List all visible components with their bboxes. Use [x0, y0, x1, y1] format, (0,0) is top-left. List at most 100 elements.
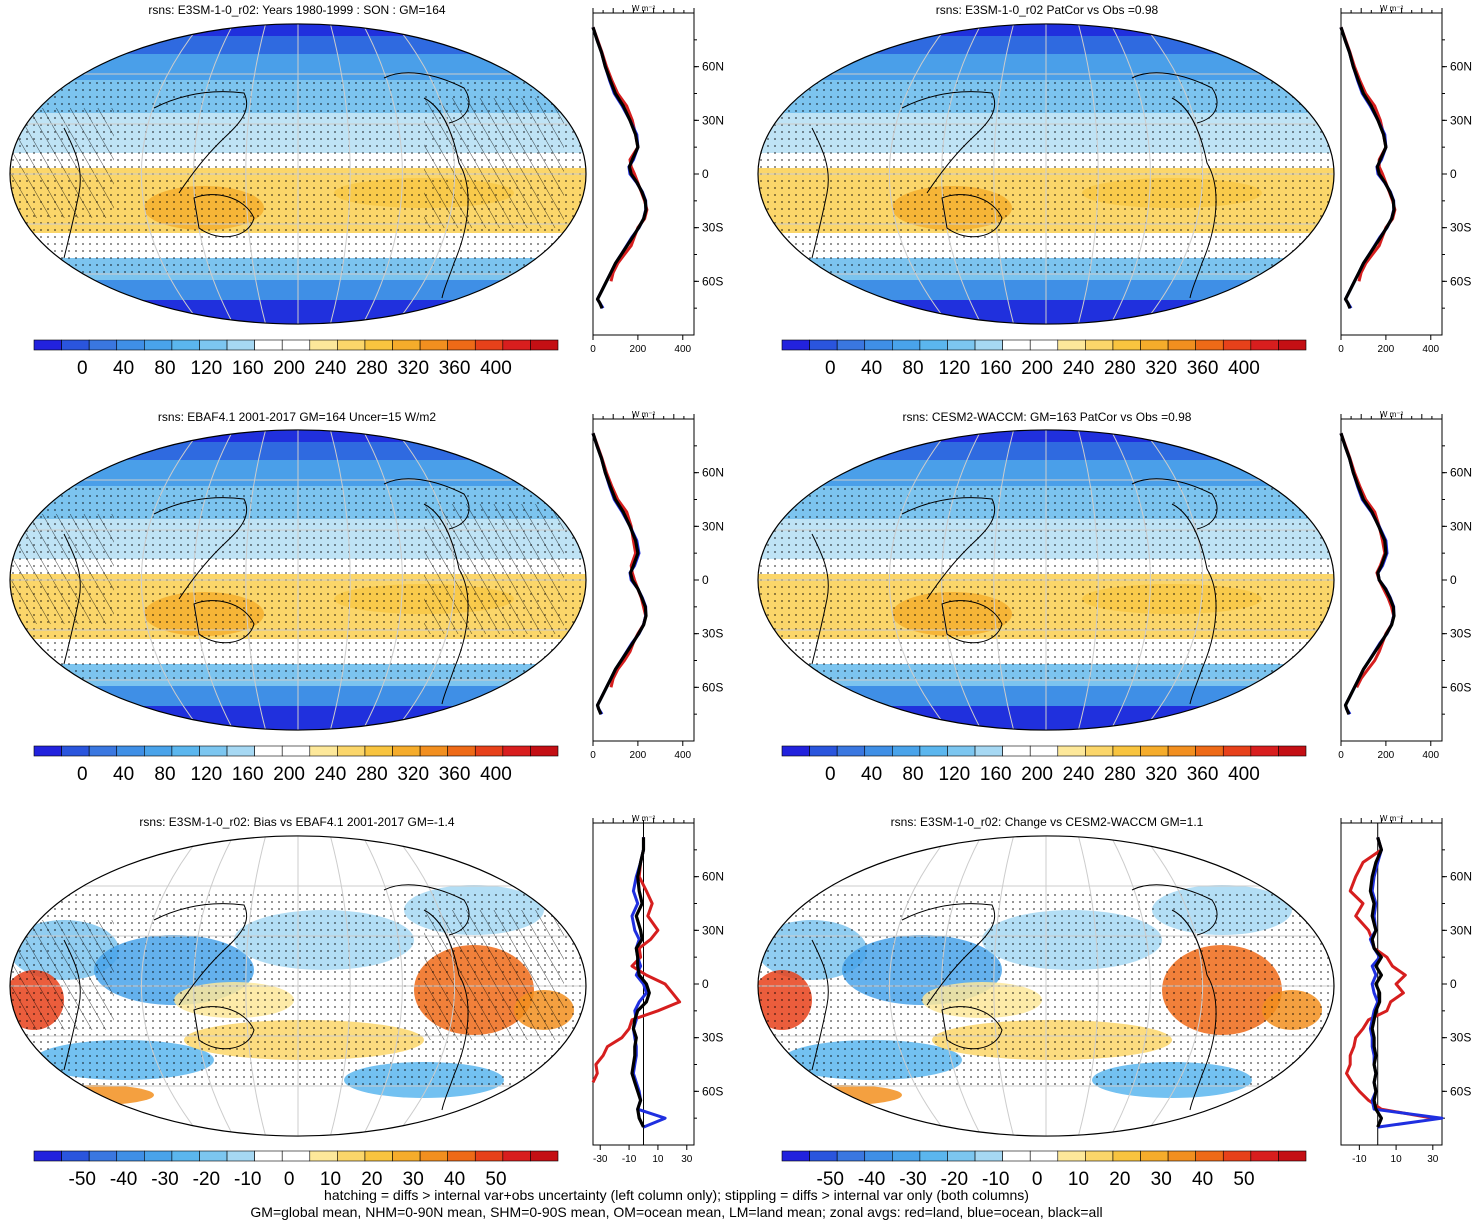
colorbar-swatch	[116, 1150, 145, 1162]
map-hatching	[9, 108, 114, 218]
colorbar-swatch	[1112, 1150, 1141, 1162]
colorbar-swatch	[61, 745, 90, 757]
colorbar-tick-label: 360	[439, 358, 471, 379]
profile-x-tick-label: 200	[630, 750, 647, 761]
colorbar-tick-label: 400	[1228, 764, 1260, 785]
zonal-profile-5: W m⁻² 60N 30N 0 30S 60S -30 -10 10 30	[591, 815, 724, 1165]
colorbar-tick-label: 80	[902, 764, 923, 785]
map-graticule	[1110, 429, 1151, 731]
profile-x-tick-label: 30	[1427, 1154, 1439, 1165]
map-panel-1	[9, 23, 587, 325]
zonal-profile-4: W m⁻² 60N 30N 0 30S 60S 0 200 400	[1338, 411, 1472, 761]
colorbar-tick-label: 200	[273, 764, 305, 785]
zonal-profile-3: W m⁻² 60N 30N 0 30S 60S 0 200 400	[590, 411, 724, 761]
map-graticule	[141, 429, 202, 731]
colorbar-swatch	[1278, 745, 1307, 757]
map-coastline	[63, 533, 81, 665]
colorbar-swatch	[809, 1150, 838, 1162]
colorbar-tick-label: -50	[817, 1169, 844, 1190]
map-graticule	[394, 429, 455, 731]
map-graticule	[889, 429, 950, 731]
colorbar-6: -50 -40 -30 -20 -10 0 10 20 30 40 50	[781, 1150, 1307, 1190]
colorbar-swatch	[116, 339, 145, 351]
colorbar-tick-label: 160	[980, 358, 1012, 379]
colorbar-swatch	[1195, 339, 1224, 351]
profile-x-tick-label: 200	[1378, 344, 1395, 355]
colorbar-swatch	[530, 745, 559, 757]
colorbar-swatch	[892, 1150, 921, 1162]
colorbar-swatch	[947, 339, 976, 351]
colorbar-tick-label: 0	[284, 1169, 295, 1190]
colorbar-tick-label: -20	[941, 1169, 968, 1190]
map-graticule	[362, 835, 403, 1137]
colorbar-tick-label: 200	[1021, 764, 1053, 785]
profile-x-tick-label: 10	[1391, 1154, 1403, 1165]
colorbar-tick-label: 240	[315, 358, 347, 379]
colorbar-swatch	[419, 1150, 448, 1162]
profile-x-tick-label: 400	[674, 750, 691, 761]
colorbar-tick-label: 200	[1021, 358, 1053, 379]
colorbar-swatch	[144, 1150, 173, 1162]
colorbar-swatch	[116, 745, 145, 757]
colorbar-swatch	[1057, 339, 1086, 351]
colorbar-swatch	[337, 745, 366, 757]
colorbar-tick-label: -30	[151, 1169, 178, 1190]
profile-y-tick-label: 0	[1450, 977, 1457, 991]
map-coastline	[811, 939, 829, 1071]
profile-y-tick-label: 30N	[1450, 113, 1472, 127]
map-panel-5	[9, 835, 587, 1137]
colorbar-tick-label: 80	[154, 764, 175, 785]
colorbar-tick-label: 40	[861, 358, 882, 379]
map-coastline	[1131, 478, 1218, 530]
map-coastline	[1171, 909, 1217, 1111]
colorbar-swatch	[364, 1150, 393, 1162]
profile-unit-label: W m⁻²	[1380, 411, 1404, 419]
colorbar-swatch	[502, 745, 531, 757]
profile-x-tick-label: 200	[1378, 750, 1395, 761]
profile-y-tick-label: 30S	[702, 1031, 723, 1045]
map-coastline	[901, 497, 996, 600]
profile-x-tick-label: 400	[1422, 750, 1439, 761]
colorbar-swatch	[864, 745, 893, 757]
profile-x-tick-label: -10	[1352, 1154, 1367, 1165]
colorbar-swatch	[1029, 339, 1059, 351]
colorbar-swatch	[226, 339, 255, 351]
footer-line-2: GM=global mean, NHM=0-90N mean, SHM=0-90…	[250, 1204, 1103, 1220]
colorbar-tick-label: 30	[1151, 1169, 1172, 1190]
colorbar-swatch	[1278, 339, 1307, 351]
colorbar-tick-label: 400	[1228, 358, 1260, 379]
map-coastline	[941, 600, 1003, 644]
profile-series-line	[1368, 836, 1383, 1128]
colorbar-tick-label: 10	[1068, 1169, 1089, 1190]
map-graticule	[1142, 835, 1203, 1137]
map-hatching	[424, 504, 564, 634]
colorbar-swatch	[1167, 1150, 1196, 1162]
colorbar-swatch	[171, 1150, 200, 1162]
colorbar-swatch	[530, 1150, 559, 1162]
map-graticule	[362, 23, 403, 325]
map-graticule	[1077, 429, 1099, 731]
colorbar-swatch	[1029, 1150, 1059, 1162]
colorbar-tick-label: 280	[1104, 358, 1136, 379]
colorbar-swatch	[226, 745, 255, 757]
map-graticule	[941, 23, 982, 325]
colorbar-swatch	[1250, 1150, 1279, 1162]
profile-frame	[592, 418, 695, 742]
profile-x-tick-label: 400	[674, 344, 691, 355]
profile-y-tick-label: 30S	[1450, 1031, 1471, 1045]
map-coastline	[423, 97, 469, 299]
map-outline	[757, 23, 1335, 325]
colorbar-tick-label: 40	[113, 764, 134, 785]
colorbar-tick-label: 20	[1109, 1169, 1130, 1190]
map-graticule	[941, 429, 982, 731]
map-graticule	[329, 429, 351, 731]
map-hatching	[9, 514, 114, 624]
colorbar-swatch	[974, 745, 1003, 757]
colorbar-tick-label: 120	[939, 358, 971, 379]
map-graticule	[889, 23, 950, 325]
map-coastline	[63, 939, 81, 1071]
panel-title-5: rsns: E3SM-1-0_r02: Bias vs EBAF4.1 2001…	[139, 815, 455, 829]
colorbar-swatch	[61, 339, 90, 351]
map-graticule	[141, 835, 202, 1137]
map-coastline	[63, 127, 81, 259]
